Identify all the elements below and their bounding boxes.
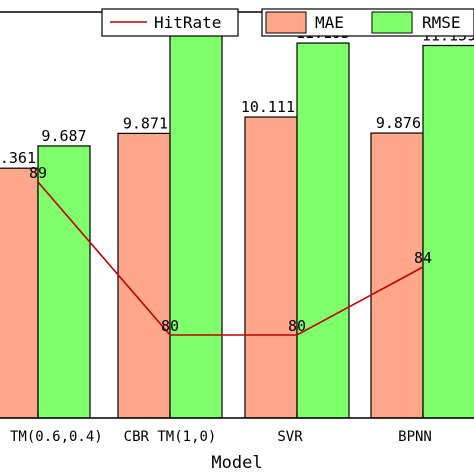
mae-data-label: 10.111 bbox=[241, 98, 295, 116]
hitrate-data-label: 89 bbox=[29, 164, 47, 182]
mae-data-label: 9.876 bbox=[376, 114, 421, 132]
hitrate-data-label: 84 bbox=[414, 249, 432, 267]
legend-mae-swatch bbox=[265, 11, 307, 34]
legend-rmse-label: RMSE bbox=[422, 13, 461, 32]
x-tick-label: BPNN bbox=[398, 429, 432, 445]
rmse-bar bbox=[169, 30, 223, 419]
x-tick-label: SVR bbox=[277, 429, 303, 445]
x-axis-title: Model bbox=[211, 453, 262, 473]
rmse-data-label: 9.687 bbox=[41, 127, 86, 145]
hitrate-line bbox=[37, 181, 424, 336]
hitrate-data-label: 80 bbox=[288, 317, 306, 335]
hitrate-line-group: 89 80 80 84 bbox=[29, 164, 432, 336]
hitrate-data-label: 80 bbox=[161, 317, 179, 335]
mae-data-label: .361 bbox=[0, 149, 36, 167]
mae-bar bbox=[0, 167, 39, 419]
bars-group bbox=[0, 30, 474, 419]
rmse-bar bbox=[296, 42, 350, 419]
x-tick-label: CBR TM(1,0) bbox=[124, 429, 217, 445]
mae-bar bbox=[244, 116, 298, 419]
mae-data-label: 9.871 bbox=[123, 114, 168, 132]
mae-bar bbox=[370, 132, 424, 419]
x-tick-labels-group: TM(0.6,0.4) CBR TM(1,0) SVR BPNN bbox=[10, 429, 432, 445]
rmse-bar bbox=[37, 145, 91, 419]
x-tick-label: TM(0.6,0.4) bbox=[10, 429, 103, 445]
mae-bar bbox=[117, 132, 171, 419]
legend-rmse-swatch bbox=[371, 11, 413, 34]
rmse-bar bbox=[422, 44, 474, 419]
legend-hitrate-label: HitRate bbox=[154, 13, 221, 32]
legend-mae-label: MAE bbox=[315, 13, 344, 32]
legend: HitRate MAE RMSE bbox=[101, 8, 474, 37]
